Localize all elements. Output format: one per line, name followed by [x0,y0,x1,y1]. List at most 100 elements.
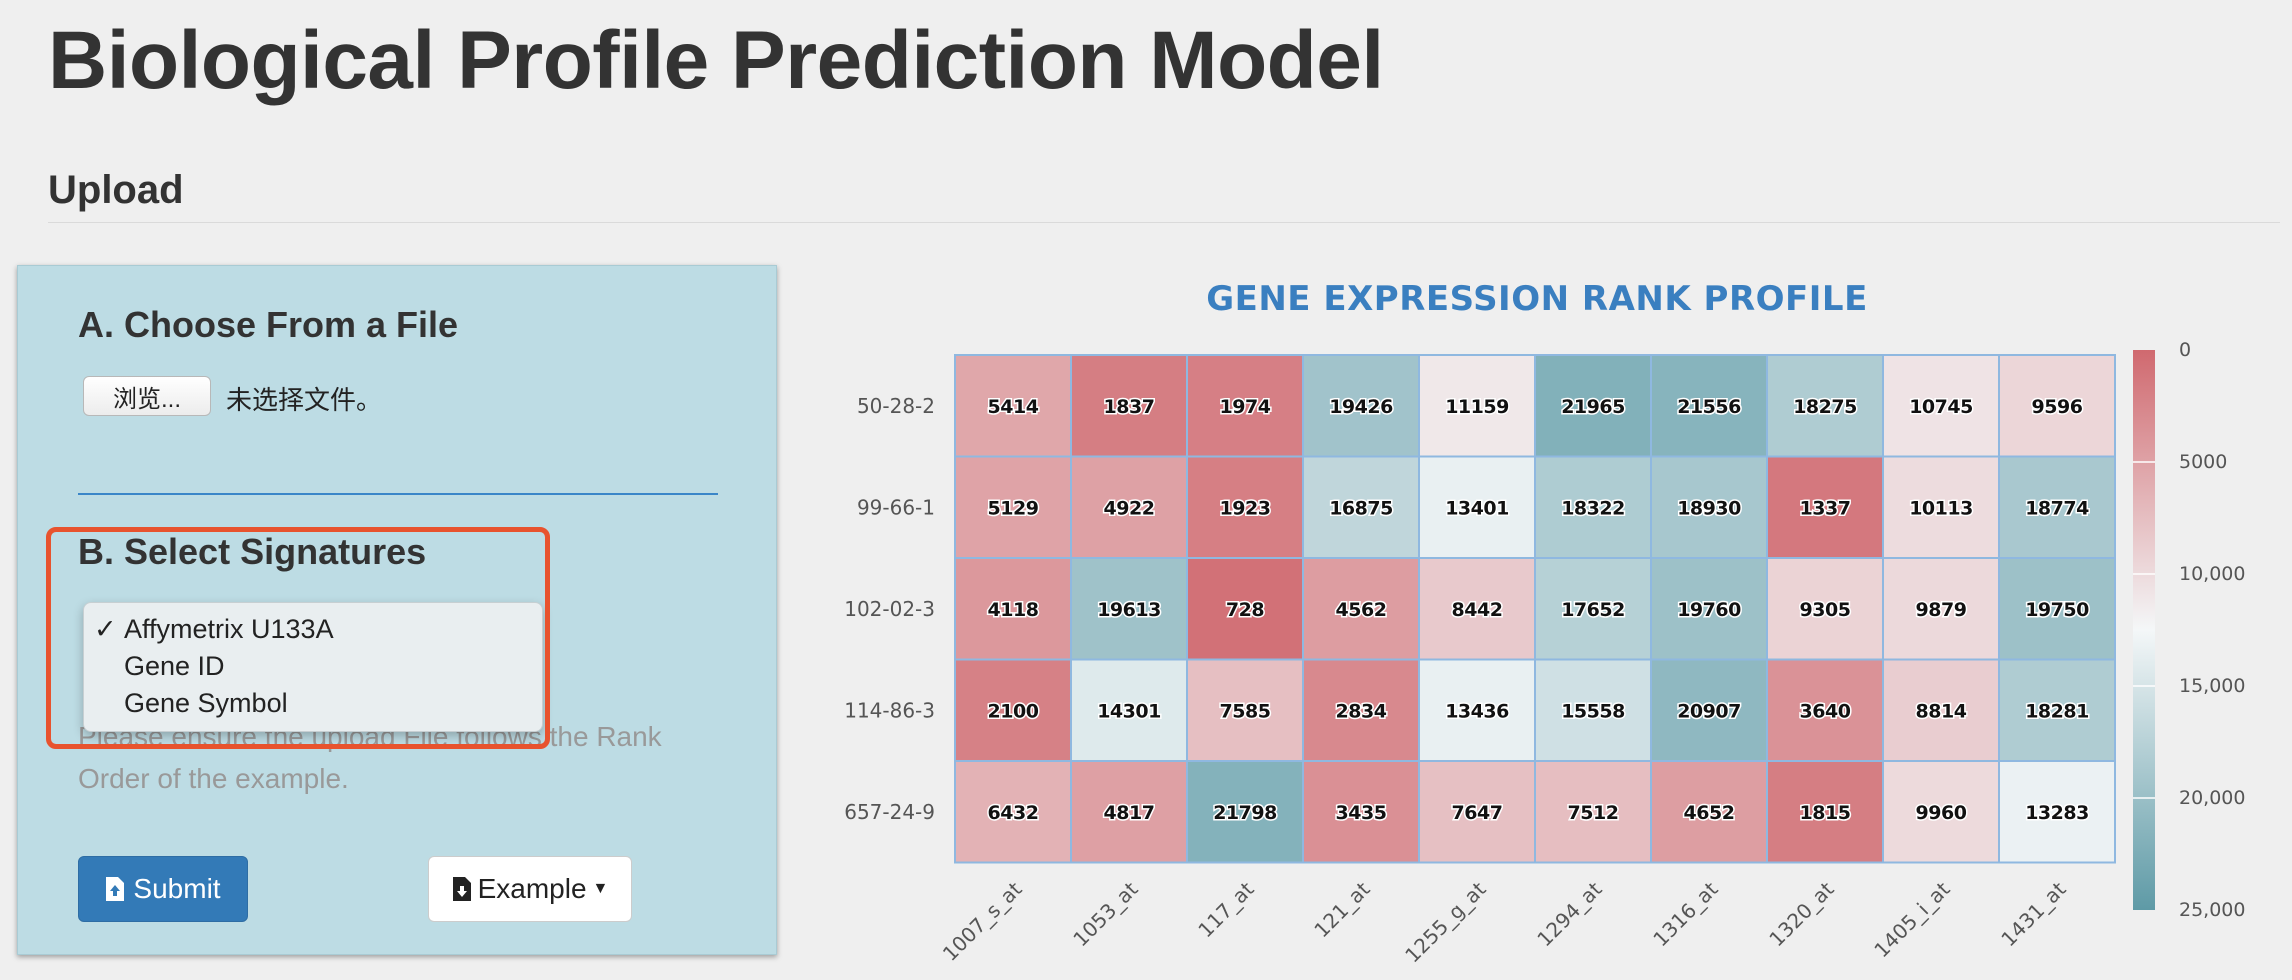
heatmap-cell [1186,455,1304,559]
heatmap-cell [1534,658,1652,762]
cell-value-label: 18322 [1561,497,1625,519]
heatmap-cell [1882,658,2000,762]
caret-down-icon: ▼ [592,880,609,897]
signature-dropdown-menu[interactable]: ✓ Affymetrix U133A Gene ID Gene Symbol [83,602,543,732]
heatmap-cell [1186,760,1304,864]
heatmap-cell [954,557,1072,661]
cell-value-label: 21965 [1561,396,1625,418]
cell-value-label: 9596 [2032,396,2083,418]
cell-value-label: 7512 [1568,802,1619,824]
column-label: 121_at [1309,877,1374,942]
cell-value-label: 20907 [1677,700,1741,722]
cell-value-label: 4562 [1336,599,1387,621]
heatmap-cell [1534,354,1652,458]
heatmap-cell [1650,354,1768,458]
cell-value-label: 7585 [1220,700,1271,722]
cell-value-label: 2834 [1336,700,1387,722]
submit-button[interactable]: Submit [78,856,248,922]
panel-divider [78,493,718,495]
heatmap-cell [1650,455,1768,559]
heatmap-cell [1186,658,1304,762]
cell-value-label: 14301 [1097,700,1161,722]
heatmap-cell [1998,455,2116,559]
cell-value-label: 16875 [1329,497,1393,519]
heatmap-cell [1534,557,1652,661]
gene-expression-heatmap: GENE EXPRESSION RANK PROFILE 5414 1837 197… [844,279,2245,967]
heatmap-cell [1070,658,1188,762]
cell-value-label: 1974 [1220,396,1271,418]
legend-tick-label: 10,000 [2179,563,2245,585]
column-label: 1320_at [1764,877,1838,951]
heatmap-cell [954,354,1072,458]
row-label: 99-66-1 [857,495,935,519]
heatmap-cell [1882,354,2000,458]
column-label: 1007_s_at [938,877,1027,966]
dropdown-option-gene-id[interactable]: Gene ID [84,648,542,685]
heatmap-cell [1302,658,1420,762]
cell-value-label: 18275 [1793,396,1857,418]
column-label: 1053_at [1068,877,1142,951]
column-label: 1255_g_at [1400,877,1490,967]
heatmap-cell [1766,760,1884,864]
page-title: Biological Profile Prediction Model [48,15,1384,106]
cell-value-label: 10113 [1909,497,1973,519]
cell-value-label: 19426 [1329,396,1393,418]
cell-value-label: 5129 [988,497,1039,519]
column-label: 1294_at [1532,877,1606,951]
row-label: 102-02-3 [844,597,935,621]
browse-button[interactable]: 浏览... [83,376,211,416]
heatmap-cell [954,455,1072,559]
row-label: 114-86-3 [844,698,935,722]
heatmap-cell [1534,760,1652,864]
legend-tick-label: 25,000 [2179,899,2245,921]
signature-section-heading: B. Select Signatures [78,531,427,572]
heatmap-cell [1766,455,1884,559]
heatmap-cell [1998,354,2116,458]
chart-title: GENE EXPRESSION RANK PROFILE [1206,279,1868,319]
column-label: 1316_at [1648,877,1722,951]
cell-value-label: 18930 [1677,497,1741,519]
file-section-heading: A. Choose From a File [78,304,459,345]
heatmap-cell [1766,354,1884,458]
heatmap-cell [1418,760,1536,864]
cell-value-label: 1923 [1220,497,1271,519]
file-download-icon [452,877,471,901]
dropdown-option-affymetrix[interactable]: ✓ Affymetrix U133A [84,611,542,648]
cell-value-label: 21798 [1213,802,1277,824]
cell-value-label: 21556 [1677,396,1741,418]
example-button[interactable]: Example ▼ [428,856,632,922]
option-label: Affymetrix U133A [124,614,334,644]
heatmap-cell [1882,455,2000,559]
heatmap-cell [1766,658,1884,762]
cell-value-label: 17652 [1561,599,1625,621]
cell-value-label: 6432 [988,802,1039,824]
heatmap-cell [1998,557,2116,661]
section-divider [48,222,2280,223]
cell-value-label: 4652 [1684,802,1735,824]
check-icon: ✓ [94,614,117,644]
legend-tick-label: 5000 [2179,451,2227,473]
column-label: 1431_at [1996,877,2070,951]
cell-value-label: 13436 [1445,700,1509,722]
cell-value-label: 3640 [1800,700,1851,722]
cell-value-label: 8814 [1916,700,1967,722]
cell-value-label: 9960 [1916,802,1967,824]
section-title: Upload [48,168,184,212]
heatmap-border [954,354,2116,864]
selection-highlight-box [46,527,550,749]
cell-value-label: 4817 [1104,802,1155,824]
legend-tick-label: 0 [2179,339,2191,361]
option-label: Gene Symbol [124,688,288,718]
cell-value-label: 1815 [1800,802,1851,824]
cell-value-label: 13283 [2025,802,2089,824]
legend-tick-label: 20,000 [2179,787,2245,809]
heatmap-cell [1534,455,1652,559]
column-label: 117_at [1193,877,1258,942]
column-label: 1405_i_at [1869,877,1954,962]
cell-value-label: 18281 [2025,700,2089,722]
cell-value-label: 1837 [1104,396,1155,418]
cell-value-label: 13401 [1445,497,1509,519]
cell-value-label: 19760 [1677,599,1741,621]
dropdown-option-gene-symbol[interactable]: Gene Symbol [84,685,542,722]
heatmap-cell [1302,455,1420,559]
